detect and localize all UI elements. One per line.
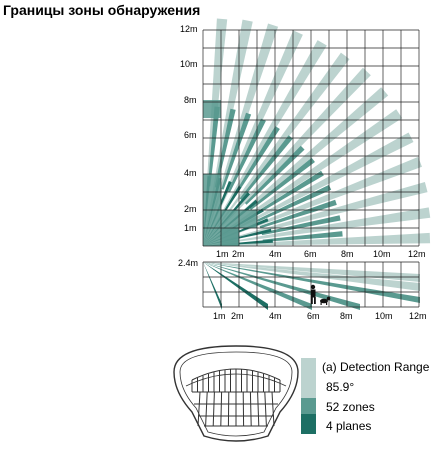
lens-divider [197, 391, 201, 427]
detection-beam [203, 207, 431, 246]
top-y-label-6m: 6m [184, 130, 197, 140]
person-figure [310, 284, 316, 304]
side-x-label-1m: 1m [213, 311, 226, 321]
side-x-label-4m: 4m [269, 311, 282, 321]
lens-segments [197, 391, 275, 427]
top-y-label-4m: 4m [184, 168, 197, 178]
detection-cell [203, 100, 221, 118]
detection-beam [221, 112, 252, 190]
lens-divider [257, 391, 260, 427]
lens-divider [220, 391, 223, 427]
top-y-label-2m: 2m [184, 204, 197, 214]
top-x-label-10m: 10m [373, 249, 391, 259]
sensor-lens-illustration [173, 345, 299, 442]
detection-beam [203, 181, 428, 246]
legend-swatch-dark [301, 414, 316, 434]
detection-beam [203, 52, 350, 247]
lens-arch-segments [191, 369, 281, 392]
top-x-label-4m: 4m [269, 249, 282, 259]
side-beam [203, 262, 312, 310]
page-title: Границы зоны обнаружения [3, 2, 201, 18]
top-view-beams [203, 18, 431, 247]
detection-beam [253, 170, 324, 216]
top-view-grid [202, 29, 420, 247]
top-x-label-12m: 12m [408, 249, 426, 259]
top-x-label-8m: 8m [341, 249, 354, 259]
side-beam [203, 262, 222, 310]
detection-beam [214, 108, 236, 188]
lens-divider [271, 391, 275, 427]
legend-title: (a) Detection Range [322, 360, 430, 374]
lens-divider [212, 391, 215, 427]
lens-divider [205, 391, 208, 427]
detection-beam [256, 184, 332, 222]
side-beam [203, 262, 360, 310]
detection-cell [239, 210, 257, 228]
side-beam [203, 262, 268, 310]
lens-divider [249, 391, 252, 427]
legend: (a) Detection Range 85.9° 52 zones 4 pla… [301, 358, 430, 434]
top-y-label-1m: 1m [184, 223, 197, 233]
top-x-label-6m: 6m [304, 249, 317, 259]
top-x-label-2m: 2m [232, 249, 245, 259]
top-y-label-10m: 10m [180, 59, 198, 69]
legend-angle: 85.9° [326, 380, 354, 394]
side-x-label-12m: 12m [409, 311, 427, 321]
side-x-label-2m: 2m [231, 311, 244, 321]
legend-planes: 4 planes [326, 419, 371, 433]
top-x-label-1m: 1m [216, 249, 229, 259]
detection-cell [221, 228, 239, 246]
detection-beam [261, 215, 341, 236]
detection-beam [249, 157, 315, 210]
side-view-beams [203, 262, 420, 310]
side-x-label-8m: 8m [340, 311, 353, 321]
legend-swatch-light [301, 358, 316, 398]
side-beam [203, 262, 420, 282]
detection-beam [262, 231, 343, 242]
top-y-label-8m: 8m [184, 95, 197, 105]
top-y-label-12m: 12m [180, 24, 198, 34]
lens-divider [264, 391, 267, 427]
legend-zones: 52 zones [326, 400, 375, 414]
side-x-label-10m: 10m [375, 311, 393, 321]
legend-swatch-mid [301, 398, 316, 414]
detection-beam [259, 199, 337, 229]
detection-beam [207, 106, 220, 187]
side-view: 2.4m 1m 2m 4m 6m 8m 10m 12m [178, 258, 427, 321]
detection-beam [239, 135, 293, 200]
pet-figure [320, 296, 331, 305]
side-height-label: 2.4m [178, 258, 198, 268]
top-view: 12m 10m 8m 6m 4m 2m 1m 1m 2m 4m 6m 8m 10… [180, 18, 431, 259]
side-x-label-6m: 6m [307, 311, 320, 321]
